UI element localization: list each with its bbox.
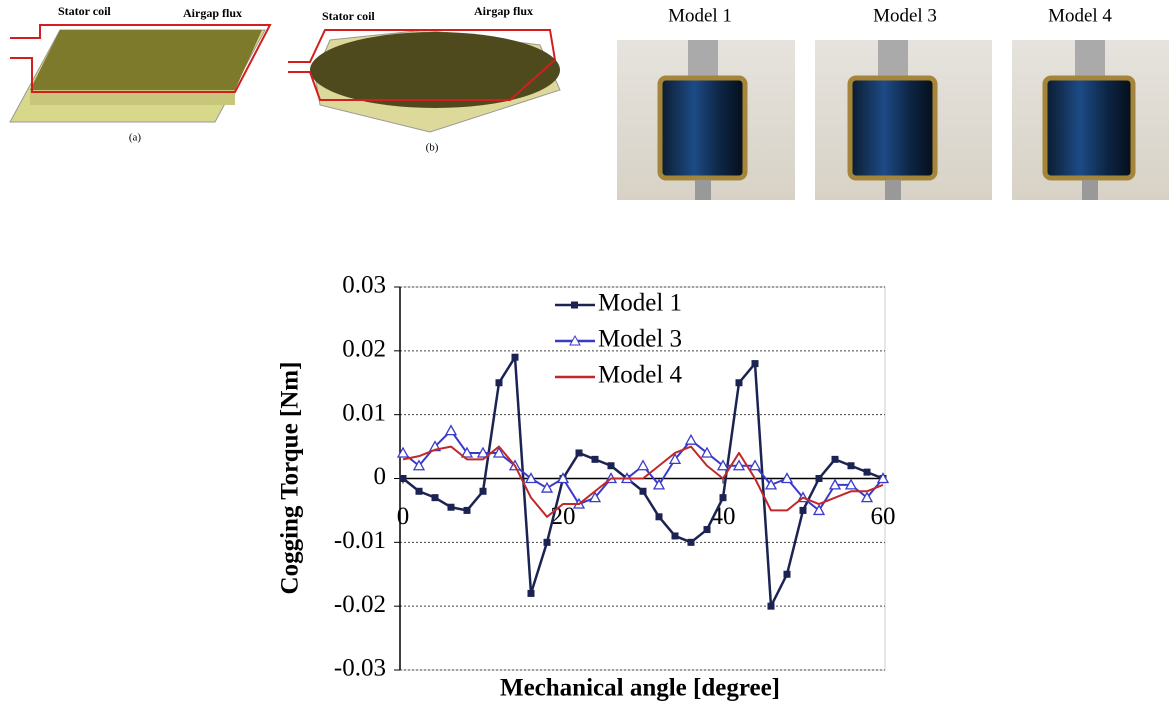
- series-line: [403, 447, 883, 517]
- marker: [816, 475, 823, 482]
- marker: [800, 507, 807, 514]
- marker: [448, 504, 455, 511]
- marker: [512, 354, 519, 361]
- marker: [400, 475, 407, 482]
- y-tick-label: -0.03: [334, 655, 386, 682]
- diagram-a: Stator coil Airgap flux (a): [10, 4, 270, 144]
- caption: (b): [426, 142, 439, 154]
- photo-title: Model 1: [668, 5, 732, 26]
- label: Airgap flux: [474, 4, 533, 18]
- diagram-b: Stator coil Airgap flux (b): [288, 4, 560, 154]
- marker: [768, 603, 775, 610]
- x-axis-title: Mechanical angle [degree]: [500, 675, 780, 702]
- label: Stator coil: [58, 4, 111, 18]
- y-tick-label: 0.02: [342, 336, 386, 363]
- marker: [576, 449, 583, 456]
- legend-marker: [571, 302, 578, 309]
- marker: [736, 379, 743, 386]
- y-tick-label: -0.02: [334, 591, 386, 618]
- marker: [720, 494, 727, 501]
- shaft: [1075, 40, 1105, 80]
- marker: [638, 461, 648, 470]
- marker: [544, 539, 551, 546]
- chart: Cogging Torque [Nm] Mechanical angle [de…: [277, 272, 896, 702]
- marker: [752, 360, 759, 367]
- photo-title: Model 3: [873, 5, 937, 26]
- series-line: [403, 431, 883, 511]
- x-tick-label: 0: [397, 503, 410, 530]
- legend-label: Model 4: [598, 362, 683, 389]
- legend-label: Model 3: [598, 326, 682, 353]
- shaft: [695, 180, 711, 200]
- marker: [672, 532, 679, 539]
- y-tick-label: 0.01: [342, 399, 386, 426]
- marker: [688, 539, 695, 546]
- y-tick-label: -0.01: [334, 527, 386, 554]
- label: Airgap flux: [183, 6, 242, 20]
- figure: Stator coil Airgap flux (a) Stator coil …: [0, 0, 1169, 704]
- rotor: [1045, 78, 1133, 178]
- marker: [656, 513, 663, 520]
- caption: (a): [129, 132, 142, 144]
- label: Stator coil: [322, 9, 375, 23]
- shaft: [878, 40, 908, 80]
- marker: [542, 483, 552, 492]
- legend-label: Model 1: [598, 290, 682, 317]
- rotor: [660, 78, 745, 178]
- disk-top: [310, 32, 560, 108]
- rotor: [850, 78, 935, 178]
- y-tick-label: 0.03: [342, 272, 386, 299]
- page: Stator coil Airgap flux (a) Stator coil …: [0, 0, 1169, 704]
- marker: [496, 379, 503, 386]
- photos: Model 1 Model 3 Model 4: [617, 5, 1169, 200]
- marker: [416, 488, 423, 495]
- x-tick-label: 60: [871, 503, 896, 530]
- slab-top: [30, 30, 262, 90]
- marker: [864, 469, 871, 476]
- shaft: [1082, 180, 1098, 200]
- y-axis-title: Cogging Torque [Nm]: [277, 362, 304, 595]
- marker: [446, 426, 456, 435]
- shaft: [885, 180, 901, 200]
- marker: [848, 462, 855, 469]
- marker: [784, 571, 791, 578]
- photo-title: Model 4: [1048, 5, 1112, 26]
- marker: [480, 488, 487, 495]
- marker: [592, 456, 599, 463]
- shaft: [688, 40, 718, 80]
- marker: [640, 488, 647, 495]
- marker: [704, 526, 711, 533]
- marker: [528, 590, 535, 597]
- marker: [608, 462, 615, 469]
- series-line: [403, 357, 883, 606]
- marker: [432, 494, 439, 501]
- marker: [686, 435, 696, 444]
- marker: [832, 456, 839, 463]
- marker: [464, 507, 471, 514]
- y-tick-label: 0: [374, 463, 387, 490]
